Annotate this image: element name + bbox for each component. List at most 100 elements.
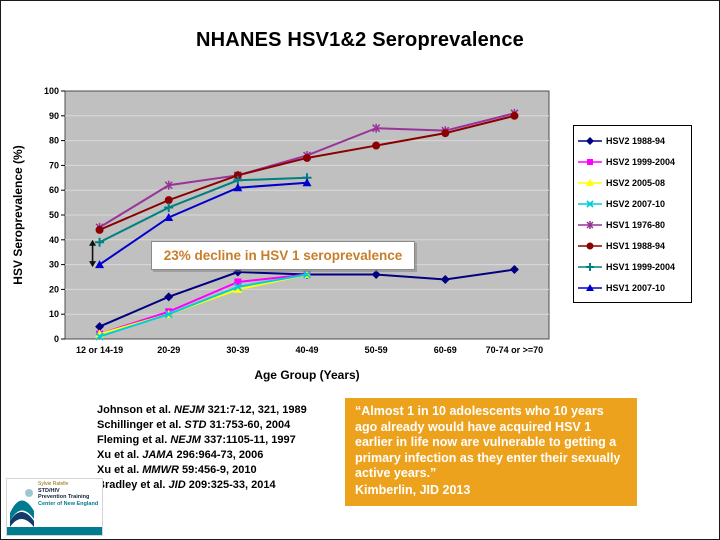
x-tick-label: 50-59: [365, 345, 388, 355]
y-tick-label: 70: [49, 160, 59, 170]
legend-item: HSV1 1999-2004: [577, 256, 688, 277]
data-point-triangle: [586, 178, 594, 186]
data-point-circle: [441, 129, 450, 138]
data-point-circle: [95, 225, 104, 234]
data-point-circle: [372, 141, 381, 150]
legend-item: HSV2 2007-10: [577, 193, 688, 214]
series-line-hsv2-2007-10: [99, 273, 308, 338]
series-line-hsv1-2007-10: [99, 181, 308, 266]
data-point-x: [95, 332, 104, 341]
legend-label: HSV1 1999-2004: [606, 261, 676, 272]
y-tick-label: 80: [49, 136, 59, 146]
decline-arrow-head-down: [89, 261, 97, 268]
legend-marker-square-icon: [578, 158, 602, 165]
x-tick-label: 20-29: [157, 345, 180, 355]
x-tick-label: 30-39: [226, 345, 249, 355]
data-point-asterisk: [586, 220, 594, 229]
legend-item: HSV1 1976-80: [577, 214, 688, 235]
legend-label: HSV1 1976-80: [606, 219, 666, 230]
citations-list: Johnson et al. NEJM 321:7-12, 321, 1989 S…: [97, 403, 307, 493]
citation: Fleming et al. NEJM 337:1105-11, 1997: [97, 434, 296, 446]
legend-label: HSV2 2005-08: [606, 177, 666, 188]
legend-label: HSV2 1999-2004: [606, 156, 676, 167]
series-line-hsv2-2005-08: [99, 273, 308, 336]
data-point-plus: [586, 262, 594, 271]
citation: Xu et al. MMWR 59:456-9, 2010: [97, 464, 257, 476]
legend-label: HSV1 2007-10: [606, 282, 666, 293]
quote-box: “Almost 1 in 10 adolescents who 10 years…: [345, 398, 637, 506]
data-point-asterisk: [164, 180, 173, 190]
data-point-diamond: [95, 322, 105, 332]
data-point-diamond: [233, 267, 243, 277]
data-point-plus: [95, 237, 105, 247]
seroprevalence-line-chart: 0 10 20 30 40 50 60 70 80 90 100 12 or 14-19 20-29 30…: [11, 86, 550, 382]
data-point-x: [233, 282, 242, 292]
data-point-triangle: [233, 183, 243, 192]
data-point-circle: [303, 153, 311, 162]
data-point-circle: [510, 111, 519, 120]
data-point-diamond: [586, 136, 594, 145]
decline-annotation: 23% decline in HSV 1 seroprevalence: [151, 241, 415, 270]
chart-legend: HSV2 1988-94 HSV2 1999-2004 HSV2 2005-08 HS…: [573, 125, 692, 303]
legend-marker-diamond-icon: [578, 136, 602, 145]
logo-accent-bar: [7, 527, 102, 535]
x-tick-label: 70-74 or >=70: [486, 345, 544, 355]
citation: Johnson et al. NEJM 321:7-12, 321, 1989: [97, 404, 307, 416]
x-tick-label: 12 or 14-19: [76, 345, 123, 355]
logo-wave-icon: [10, 489, 34, 527]
legend-marker-triangle-icon: [578, 178, 602, 186]
y-tick-label: 10: [49, 309, 59, 319]
quote-attribution: Kimberlin, JID 2013: [355, 482, 471, 497]
data-point-circle: [164, 196, 173, 205]
data-point-x: [302, 270, 312, 279]
legend-item: HSV2 2005-08: [577, 172, 688, 193]
logo-text-line: Center of New England: [38, 500, 99, 507]
logo-text-line: Prevention Training: [38, 494, 90, 500]
data-point-triangle: [302, 178, 312, 187]
data-point-asterisk: [372, 123, 381, 133]
data-point-diamond: [371, 270, 381, 280]
y-tick-label: 40: [49, 235, 59, 245]
citation: Bradley et al. JID 209:325-33, 2014: [97, 479, 276, 491]
y-tick-label: 50: [49, 210, 59, 220]
data-point-triangle: [233, 284, 243, 293]
logo-text-line: STD/HIV: [38, 487, 60, 494]
y-axis-title: HSV Seroprevalence (%): [11, 145, 25, 284]
y-tick-label: 60: [49, 185, 59, 195]
decline-annotation-text: 23% decline in HSV 1 seroprevalence: [163, 248, 403, 263]
data-point-triangle: [164, 212, 174, 221]
citation: Schillinger et al. STD 31:753-60, 2004: [97, 419, 291, 431]
data-point-diamond: [509, 265, 519, 275]
legend-item: HSV1 2007-10: [577, 277, 688, 298]
y-tick-label: 0: [54, 334, 59, 344]
y-tick-label: 100: [44, 86, 59, 96]
data-point-x: [586, 199, 594, 208]
logo-text-line: Sylvie Ratelle: [38, 481, 69, 487]
data-point-circle: [586, 242, 594, 249]
legend-label: HSV2 2007-10: [606, 198, 666, 209]
ratelle-center-logo: Sylvie Ratelle STD/HIV Prevention Training…: [6, 478, 103, 536]
data-point-diamond: [440, 274, 450, 284]
y-tick-label: 90: [49, 111, 59, 121]
data-point-triangle: [95, 260, 105, 269]
logo-text-block: Sylvie Ratelle STD/HIV Prevention Training…: [37, 479, 102, 535]
data-point-circle: [233, 171, 242, 180]
legend-marker-circle-icon: [578, 242, 602, 249]
quote-text: “Almost 1 in 10 adolescents who 10 years…: [355, 404, 621, 480]
x-axis-title: Age Group (Years): [254, 368, 359, 382]
data-point-square: [587, 158, 593, 165]
series-line-hsv2-1999-2004: [99, 273, 308, 335]
data-point-diamond: [164, 292, 174, 302]
legend-marker-asterisk-icon: [578, 220, 602, 229]
series-line-hsv1-1999-2004: [99, 176, 308, 244]
citation: Xu et al. JAMA 296:964-73, 2006: [97, 449, 264, 461]
decline-arrow-head-up: [89, 239, 97, 246]
legend-label: HSV2 1988-94: [606, 135, 666, 146]
legend-marker-triangle-icon: [578, 283, 602, 291]
legend-item: HSV1 1988-94: [577, 235, 688, 256]
y-tick-label: 30: [49, 260, 59, 270]
x-tick-label: 60-69: [434, 345, 457, 355]
legend-item: HSV2 1999-2004: [577, 151, 688, 172]
chart-title: NHANES HSV1&2 Seroprevalence: [196, 29, 524, 51]
